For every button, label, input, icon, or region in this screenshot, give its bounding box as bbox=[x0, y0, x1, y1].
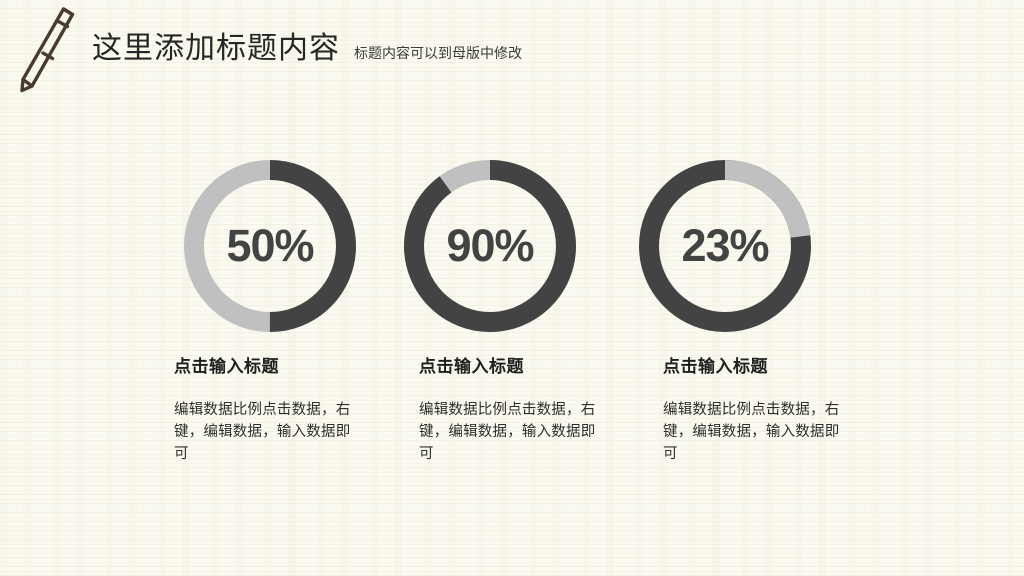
caption-heading-2: 点击输入标题 bbox=[419, 357, 524, 376]
donut-chart-row: 50% 90% 23% bbox=[0, 160, 1024, 350]
caption-body-1: 编辑数据比例点击数据，右键，编辑数据，输入数据即可 bbox=[174, 402, 351, 462]
caption-heading-1: 点击输入标题 bbox=[174, 357, 279, 376]
donut-fill-2 bbox=[404, 160, 576, 332]
title-block: 这里添加标题内容 标题内容可以到母版中修改 bbox=[92, 30, 522, 68]
page-title: 这里添加标题内容 bbox=[92, 32, 340, 65]
donut-chart-3: 23% bbox=[639, 160, 811, 332]
donut-fill-1 bbox=[184, 160, 356, 332]
donut-chart-1: 50% bbox=[184, 160, 356, 332]
slide-header: 这里添加标题内容 标题内容可以到母版中修改 bbox=[0, 0, 1024, 100]
caption-row: 点击输入标题 编辑数据比例点击数据，右键，编辑数据，输入数据即可 点击输入标题 … bbox=[0, 352, 1024, 492]
caption-body-2: 编辑数据比例点击数据，右键，编辑数据，输入数据即可 bbox=[419, 402, 596, 462]
caption-block-3: 点击输入标题 编辑数据比例点击数据，右键，编辑数据，输入数据即可 bbox=[663, 352, 883, 465]
page-subtitle: 标题内容可以到母版中修改 bbox=[354, 45, 522, 61]
caption-block-2: 点击输入标题 编辑数据比例点击数据，右键，编辑数据，输入数据即可 bbox=[419, 352, 639, 465]
donut-value-1: 50% bbox=[226, 220, 314, 271]
caption-heading-3: 点击输入标题 bbox=[663, 357, 768, 376]
pencil-icon bbox=[10, 4, 88, 96]
caption-block-1: 点击输入标题 编辑数据比例点击数据，右键，编辑数据，输入数据即可 bbox=[174, 352, 394, 465]
donut-value-2: 90% bbox=[446, 220, 534, 271]
donut-chart-2: 90% bbox=[404, 160, 576, 332]
caption-body-3: 编辑数据比例点击数据，右键，编辑数据，输入数据即可 bbox=[663, 402, 840, 462]
donut-fill-3 bbox=[639, 160, 811, 332]
donut-value-3: 23% bbox=[681, 220, 769, 271]
